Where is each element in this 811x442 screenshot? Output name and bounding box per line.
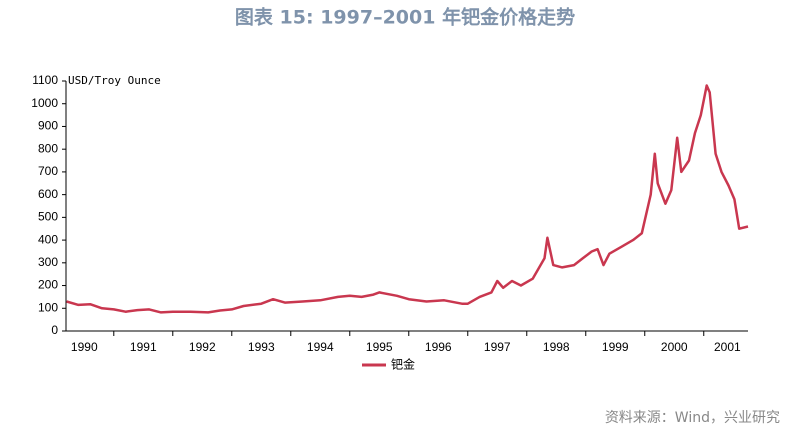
source-note: 资料来源：Wind，兴业研究 <box>605 410 780 426</box>
y-tick-label: 100 <box>38 300 58 314</box>
y-tick-label: 500 <box>38 210 58 224</box>
y-tick-label: 0 <box>51 323 58 337</box>
x-tick-label: 1993 <box>248 340 275 354</box>
legend-label: 钯金 <box>391 357 415 372</box>
x-tick-label: 1998 <box>543 340 570 354</box>
y-axis-label: USD/Troy Ounce <box>68 74 161 87</box>
x-tick-label: 1996 <box>425 340 452 354</box>
y-tick-label: 1100 <box>32 73 58 87</box>
x-tick-label: 1990 <box>71 340 98 354</box>
y-tick-label: 600 <box>38 187 58 201</box>
x-tick-label: 2000 <box>661 340 688 354</box>
y-tick-label: 900 <box>38 119 58 133</box>
x-tick-label: 1991 <box>130 340 157 354</box>
y-tick-label: 700 <box>38 164 58 178</box>
y-tick-label: 800 <box>38 141 58 155</box>
y-tick-label: 400 <box>38 232 58 246</box>
y-tick-label: 200 <box>38 278 58 292</box>
x-tick-label: 1999 <box>602 340 629 354</box>
x-tick-label: 1997 <box>484 340 511 354</box>
x-tick-label: 1994 <box>307 340 334 354</box>
y-tick-label: 1000 <box>31 96 58 110</box>
chart-title: 图表 15: 1997–2001 年钯金价格走势 <box>235 6 575 29</box>
price-line <box>66 84 749 314</box>
x-tick-label: 2001 <box>714 340 741 354</box>
x-tick-label: 1995 <box>366 340 393 354</box>
y-tick-label: 300 <box>38 255 58 269</box>
x-tick-label: 1992 <box>189 340 216 354</box>
